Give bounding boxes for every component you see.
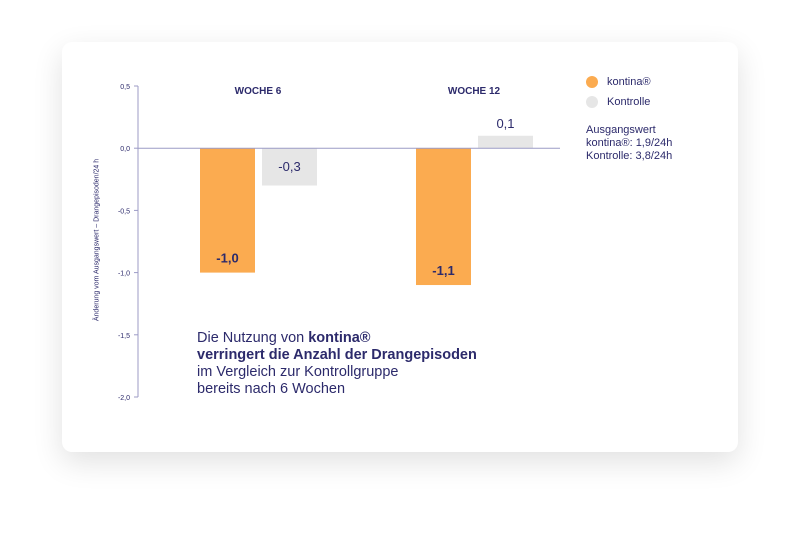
y-tick-label: -2,0 bbox=[118, 395, 130, 402]
category-label: WOCHE 6 bbox=[235, 86, 282, 97]
chart-card bbox=[62, 42, 738, 452]
y-tick-label: 0,5 bbox=[120, 84, 130, 91]
baseline-kontrolle: Kontrolle: 3,8/24h bbox=[586, 150, 673, 162]
baseline-kontina: kontina®: 1,9/24h bbox=[586, 137, 673, 149]
legend-label: Kontrolle bbox=[607, 96, 651, 108]
category-label: WOCHE 12 bbox=[448, 86, 501, 97]
y-tick-label: -1,0 bbox=[118, 271, 130, 278]
legend-swatch-kontrolle bbox=[586, 96, 598, 108]
message-brand: kontina® bbox=[308, 330, 371, 346]
bar-kontina bbox=[200, 148, 255, 273]
message-line4: bereits nach 6 Wochen bbox=[197, 381, 346, 397]
legend-swatch-kontina bbox=[586, 76, 598, 88]
message-text: Die Nutzung von bbox=[197, 330, 309, 346]
data-label: -1,0 bbox=[216, 251, 238, 266]
y-tick-label: 0,0 bbox=[120, 146, 130, 153]
key-message: Die Nutzung von kontina® verringert die … bbox=[197, 330, 477, 398]
message-line2: verringert die Anzahl der Drangepisoden bbox=[197, 347, 477, 363]
bar-kontrolle bbox=[478, 135, 533, 149]
bar-kontrolle bbox=[262, 148, 317, 186]
legend-kontina: kontina® bbox=[586, 76, 651, 88]
y-axis-label: Änderung vom Ausgangswert – Drangepisode… bbox=[93, 158, 101, 322]
legend-kontrolle: Kontrolle bbox=[586, 96, 650, 108]
baseline-info: Ausgangswert kontina®: 1,9/24h Kontrolle… bbox=[586, 124, 672, 163]
y-tick-label: -0,5 bbox=[118, 208, 130, 215]
data-label: 0,1 bbox=[496, 116, 514, 131]
data-label: -0,3 bbox=[278, 159, 300, 174]
baseline-title: Ausgangswert bbox=[586, 124, 656, 136]
data-label: -1,1 bbox=[432, 263, 454, 278]
y-tick-label: -1,5 bbox=[118, 333, 130, 340]
legend-label: kontina® bbox=[607, 76, 651, 88]
bar-kontina bbox=[416, 148, 471, 286]
message-line3: im Vergleich zur Kontrollgruppe bbox=[197, 364, 399, 380]
